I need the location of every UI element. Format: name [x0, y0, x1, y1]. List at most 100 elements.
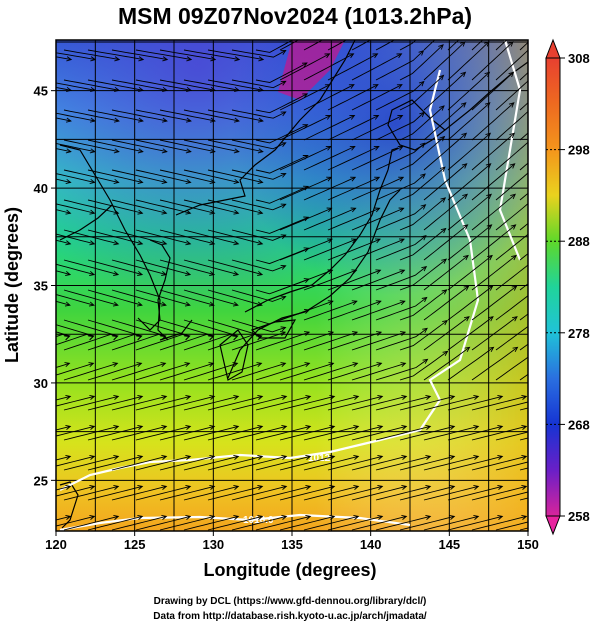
streamline	[56, 485, 71, 491]
streamline-arrowhead	[374, 207, 381, 213]
streamline	[255, 185, 309, 204]
streamline	[327, 176, 380, 201]
streamline	[447, 285, 493, 321]
streamline-arrowhead	[89, 178, 96, 185]
streamline	[423, 224, 468, 261]
streamline	[63, 289, 119, 306]
streamline	[279, 53, 330, 81]
streamline-arrowhead	[210, 86, 217, 93]
streamline	[111, 169, 167, 183]
streamline	[255, 62, 308, 83]
streamline	[56, 515, 71, 521]
pressure-contours	[59, 40, 522, 531]
streamline	[63, 362, 118, 381]
streamline-arrowhead	[209, 394, 216, 400]
streamline	[207, 79, 264, 91]
streamline	[63, 229, 119, 245]
streamline-arrowhead	[161, 484, 168, 490]
streamline-arrowhead	[353, 514, 360, 520]
streamline-arrowhead	[449, 454, 456, 460]
streamline-arrowhead	[114, 56, 121, 62]
streamline	[207, 229, 263, 245]
streamline-arrowhead	[449, 394, 456, 400]
streamline	[255, 155, 308, 174]
streamline	[423, 346, 470, 381]
streamline	[279, 40, 300, 51]
streamline	[495, 203, 528, 231]
streamline-arrowhead	[438, 74, 445, 81]
streamline	[87, 395, 143, 411]
streamline	[63, 319, 118, 337]
streamline	[303, 238, 357, 261]
streamline-arrowhead	[401, 484, 408, 490]
streamline-arrowhead	[113, 240, 120, 246]
streamline-arrowhead	[280, 172, 287, 178]
streamline	[447, 224, 492, 261]
streamline	[447, 515, 503, 531]
streamline-arrowhead	[442, 350, 449, 357]
streamline-arrowhead	[256, 362, 263, 368]
streamline	[207, 485, 263, 501]
streamline	[327, 84, 379, 111]
credit-drawing: Drawing by DCL (https://www.gfd-dennou.o…	[154, 596, 427, 607]
streamline-arrowhead	[487, 254, 493, 261]
streamline	[159, 395, 215, 411]
streamline	[111, 515, 167, 531]
streamline	[56, 455, 95, 467]
streamline-arrowhead	[113, 454, 120, 460]
streamline-arrowhead	[418, 50, 425, 56]
streamline	[183, 334, 238, 351]
streamline	[87, 79, 144, 91]
streamline	[471, 224, 516, 261]
streamline	[303, 115, 355, 141]
streamline-arrowhead	[532, 11, 537, 16]
streamline	[135, 229, 191, 245]
streamline	[375, 204, 426, 231]
streamline	[423, 485, 479, 501]
streamline-arrowhead	[65, 178, 72, 185]
streamline-arrowhead	[374, 176, 381, 182]
streamline-arrowhead	[161, 148, 168, 154]
streamline-arrowhead	[138, 56, 145, 62]
streamline	[111, 49, 168, 61]
streamline	[375, 485, 431, 501]
streamline-arrowhead	[112, 335, 119, 341]
streamline-arrowhead	[420, 173, 426, 179]
streamline-arrowhead	[185, 514, 192, 520]
streamline	[63, 395, 119, 411]
streamline-arrowhead	[569, 545, 574, 549]
streamline-arrowhead	[441, 289, 448, 295]
streamline-arrowhead	[569, 455, 574, 459]
streamline	[111, 485, 167, 501]
streamline	[56, 263, 95, 276]
streamline-arrowhead	[257, 424, 264, 430]
streamline	[471, 455, 527, 471]
streamline	[56, 173, 95, 183]
streamline-arrowhead	[185, 209, 192, 215]
streamline-arrowhead	[233, 178, 240, 185]
streamline-arrowhead	[65, 148, 72, 154]
streamline-arrowhead	[281, 514, 288, 520]
streamline-arrowhead	[208, 335, 215, 341]
streamline	[183, 289, 239, 306]
streamline	[279, 145, 331, 171]
streamline-arrowhead	[556, 42, 561, 47]
streamline-arrowhead	[137, 240, 144, 246]
streamline	[327, 115, 379, 141]
streamline-arrowhead	[486, 193, 493, 200]
streamline-arrowhead	[161, 424, 168, 430]
streamline-arrowhead	[419, 111, 425, 118]
streamline	[255, 485, 311, 501]
streamline-arrowhead	[350, 207, 357, 213]
streamline-arrowhead	[305, 484, 312, 490]
streamline-arrowhead	[64, 362, 71, 368]
streamline-arrowhead	[65, 514, 72, 520]
streamline	[159, 109, 215, 122]
streamline-arrowhead	[233, 117, 240, 123]
streamline-arrowhead	[377, 454, 384, 460]
streamline	[279, 362, 334, 381]
streamline	[351, 40, 372, 51]
streamline	[231, 455, 287, 471]
streamline	[303, 40, 324, 51]
streamline-arrowhead	[280, 142, 287, 147]
